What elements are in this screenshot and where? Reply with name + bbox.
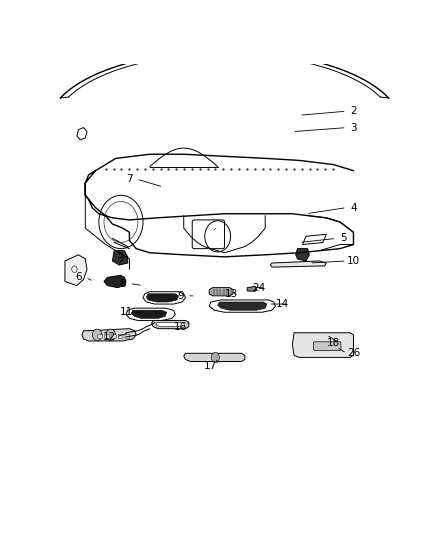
Polygon shape xyxy=(113,251,128,265)
Text: 12: 12 xyxy=(102,332,116,342)
Polygon shape xyxy=(184,353,245,361)
Circle shape xyxy=(211,352,219,362)
Text: 10: 10 xyxy=(347,256,360,266)
Polygon shape xyxy=(65,255,87,286)
Text: 4: 4 xyxy=(350,203,357,213)
Polygon shape xyxy=(143,292,185,304)
Circle shape xyxy=(106,329,116,341)
Polygon shape xyxy=(126,308,175,320)
Polygon shape xyxy=(82,329,136,341)
Polygon shape xyxy=(77,127,87,140)
Polygon shape xyxy=(296,248,309,261)
Polygon shape xyxy=(218,302,267,310)
Text: 14: 14 xyxy=(276,299,289,309)
FancyBboxPatch shape xyxy=(314,342,341,350)
Text: 7: 7 xyxy=(126,174,133,184)
Text: 5: 5 xyxy=(340,233,346,244)
Text: 24: 24 xyxy=(252,282,265,293)
Polygon shape xyxy=(209,288,233,296)
Text: 9: 9 xyxy=(177,291,184,301)
FancyBboxPatch shape xyxy=(105,334,110,338)
Text: 6: 6 xyxy=(75,272,82,282)
Polygon shape xyxy=(293,333,353,358)
Polygon shape xyxy=(146,294,179,302)
Text: 17: 17 xyxy=(204,361,218,370)
Text: 11: 11 xyxy=(120,307,133,317)
Polygon shape xyxy=(209,300,276,312)
Text: 26: 26 xyxy=(347,348,360,358)
Text: 18: 18 xyxy=(326,338,340,348)
FancyBboxPatch shape xyxy=(98,334,102,338)
Polygon shape xyxy=(152,320,189,329)
Polygon shape xyxy=(104,276,126,288)
Polygon shape xyxy=(270,261,326,267)
Polygon shape xyxy=(247,286,257,292)
Text: 2: 2 xyxy=(350,106,357,116)
FancyBboxPatch shape xyxy=(125,334,130,338)
FancyBboxPatch shape xyxy=(111,334,116,338)
Polygon shape xyxy=(131,310,167,318)
Text: 13: 13 xyxy=(225,289,238,299)
Text: 3: 3 xyxy=(350,123,357,133)
Polygon shape xyxy=(156,322,185,327)
Text: 8: 8 xyxy=(119,279,126,288)
Circle shape xyxy=(92,329,102,341)
Text: 5: 5 xyxy=(116,250,123,260)
Text: 16: 16 xyxy=(174,321,187,332)
FancyBboxPatch shape xyxy=(118,334,123,338)
